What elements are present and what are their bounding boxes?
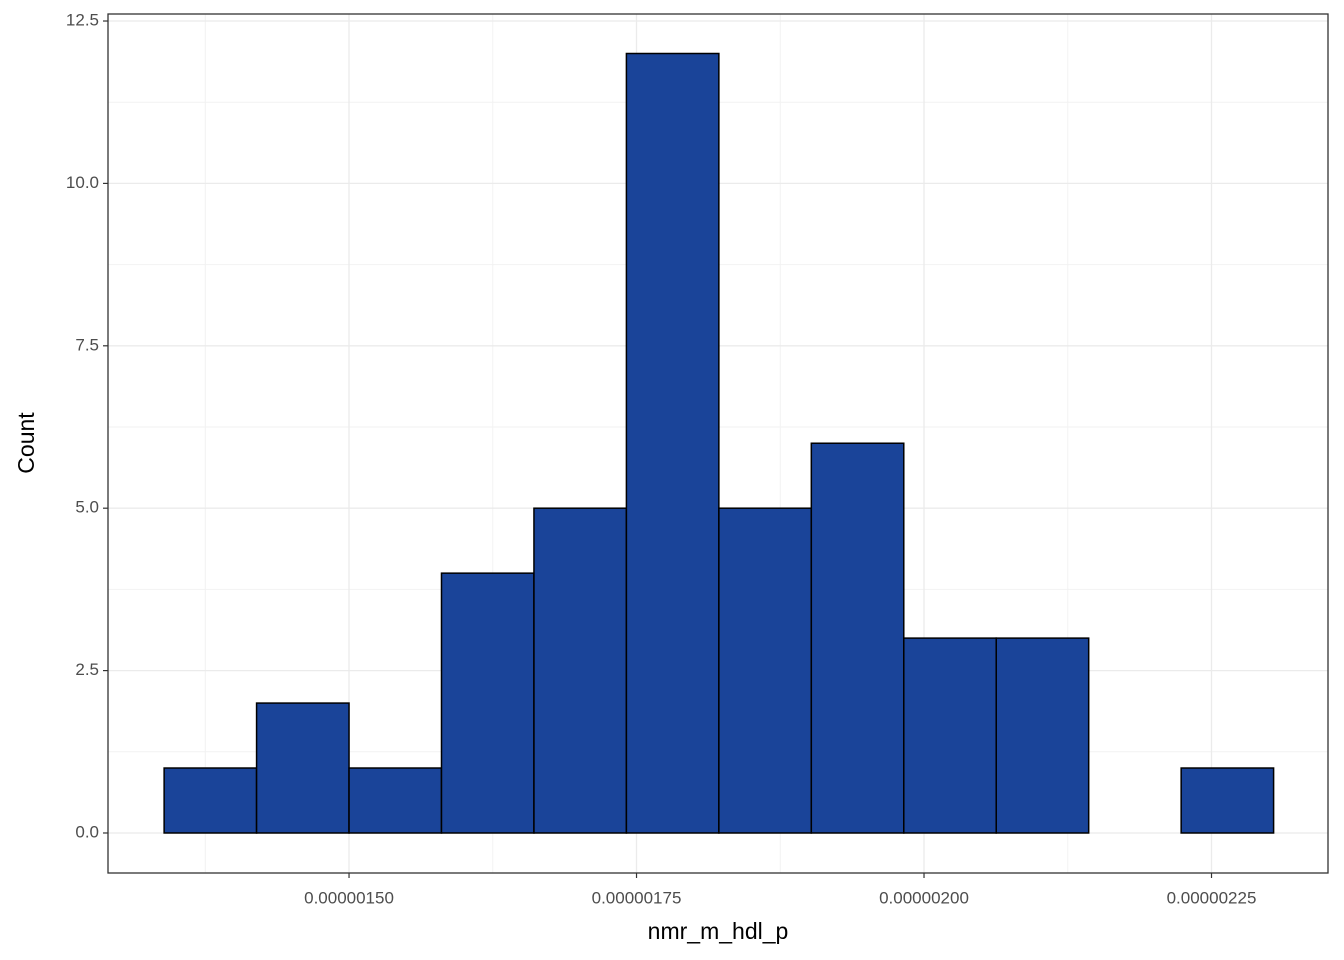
bar (1180, 767, 1275, 834)
x-tick-label: 0.00000200 (879, 888, 969, 907)
x-tick-label: 0.00000175 (592, 888, 682, 907)
bar (625, 52, 720, 834)
bar (348, 767, 443, 834)
y-axis-title: Count (13, 412, 39, 474)
x-tick-label: 0.00000150 (304, 888, 394, 907)
bar (810, 442, 905, 834)
y-tick-label: 0.0 (75, 822, 99, 841)
bar (718, 507, 813, 834)
bar (440, 572, 535, 834)
bar (903, 637, 997, 834)
x-axis-title: nmr_m_hdl_p (648, 918, 789, 944)
bar (533, 507, 628, 834)
y-tick-label: 7.5 (75, 335, 99, 354)
panel-border (107, 13, 1329, 874)
y-tick-label: 10.0 (66, 173, 99, 192)
bar (995, 637, 1090, 834)
y-tick-label: 12.5 (66, 10, 99, 29)
bar (163, 767, 258, 834)
y-tick-label: 5.0 (75, 498, 99, 517)
y-tick-label: 2.5 (75, 660, 99, 679)
bar (255, 702, 350, 834)
x-tick-label: 0.00000225 (1167, 888, 1257, 907)
